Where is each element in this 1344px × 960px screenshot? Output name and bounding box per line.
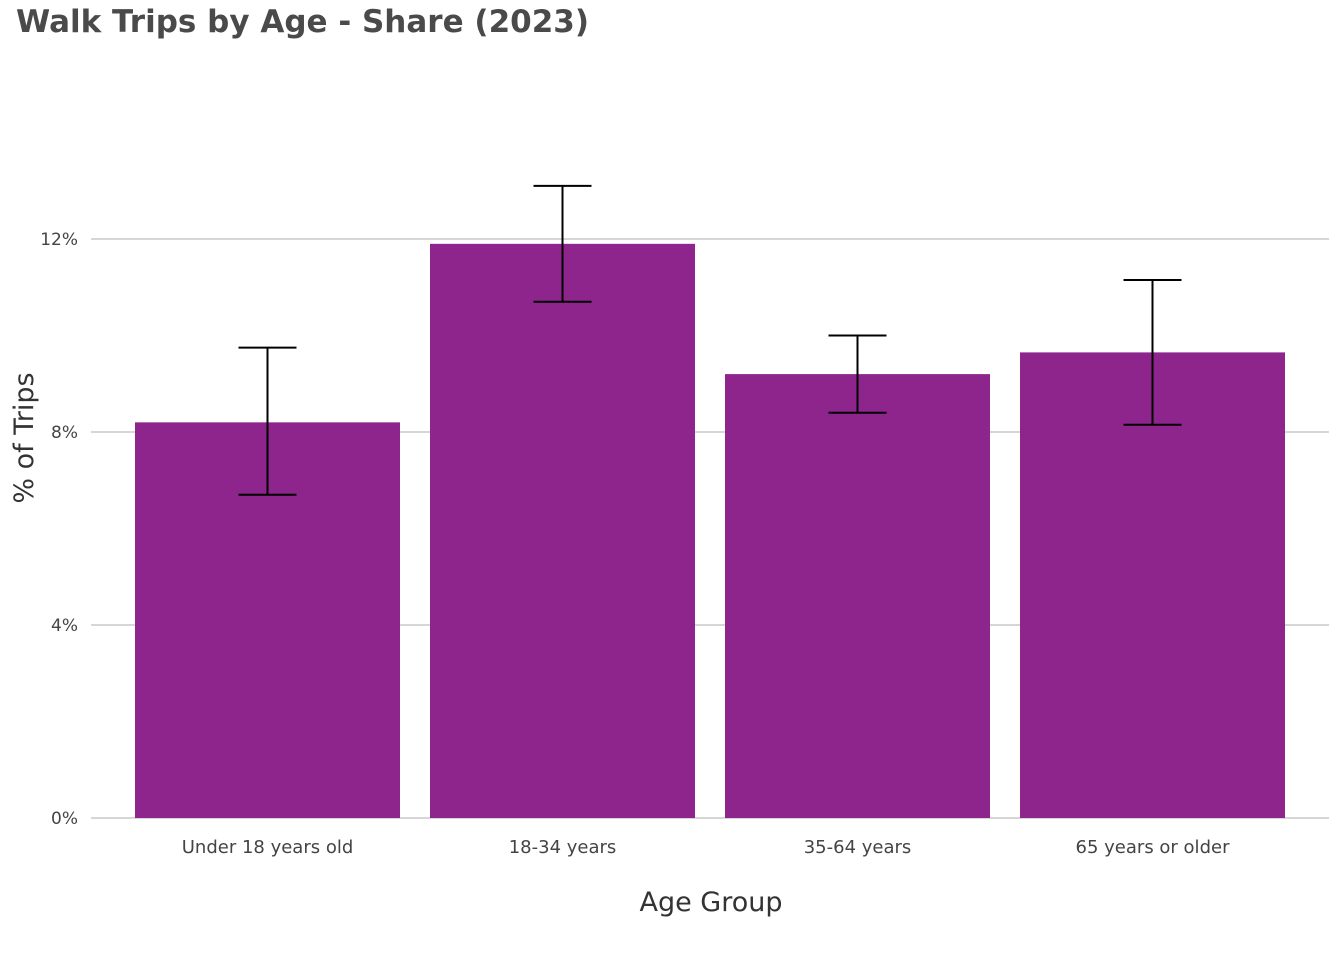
error-bars — [238, 184, 1182, 496]
x-axis-title: Age Group — [639, 887, 782, 918]
bar — [725, 374, 990, 818]
x-tick-label: 65 years or older — [1076, 837, 1231, 858]
x-tick-label: 35-64 years — [804, 837, 912, 858]
y-tick-label: 0% — [51, 809, 78, 829]
chart-title: Walk Trips by Age - Share (2023) — [16, 4, 590, 40]
error-bar — [828, 334, 887, 414]
y-tick-label: 4% — [51, 616, 78, 636]
bars — [135, 243, 1285, 818]
x-tick-label: Under 18 years old — [182, 837, 354, 858]
error-bar — [533, 184, 592, 303]
y-axis-title: % of Trips — [9, 372, 40, 503]
y-tick-label: 12% — [40, 230, 78, 250]
x-tick-labels: Under 18 years old 18-34 years 35-64 years… — [182, 837, 1230, 858]
y-tick-label: 8% — [51, 423, 78, 443]
error-bar — [238, 346, 297, 496]
y-tick-labels: 0% 4% 8% 12% — [40, 230, 78, 829]
x-tick-label: 18-34 years — [509, 837, 617, 858]
bar — [430, 243, 695, 818]
bar — [1020, 352, 1285, 818]
error-bar — [1123, 279, 1182, 426]
